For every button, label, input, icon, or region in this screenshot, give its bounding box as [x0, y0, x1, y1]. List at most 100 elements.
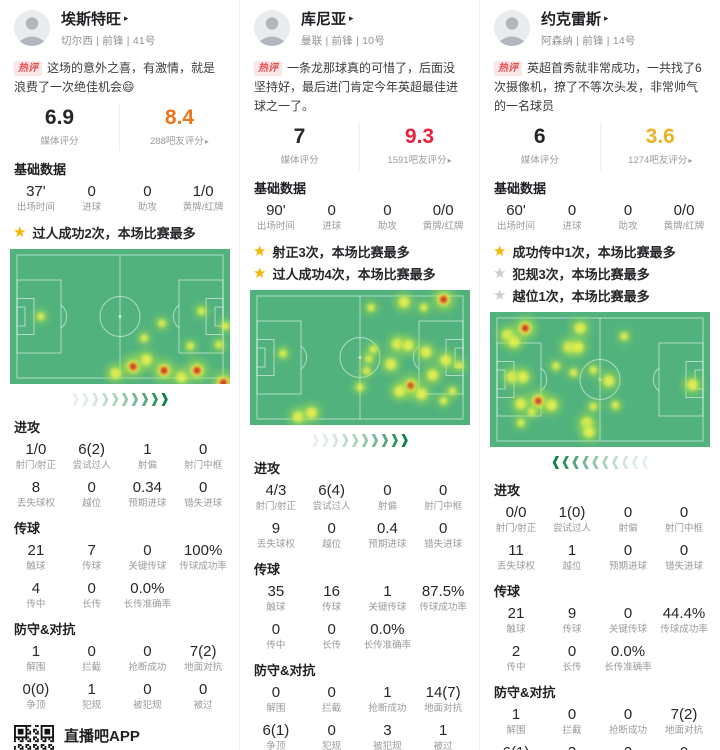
highlights: ★ 射正3次，本场比赛最多 ★ 过人成功4次，本场比赛最多 [253, 240, 466, 284]
stat-label: 进球 [322, 221, 342, 232]
app-footer: 直播吧APP 体育赛事资讯平台 [14, 725, 225, 750]
stat-cell: 6(1)争顶 [488, 744, 544, 750]
stat-label: 抢断成功 [608, 725, 647, 736]
stat-cell: 0 拦截 [544, 706, 600, 737]
stat-label: 射门中框 [184, 460, 223, 471]
defense-stats: 0 解围 0 拦截 1 抢断成功 14(7) 地面对抗 6(1) 争顶 0 犯规 3 被犯规 1 被过 [248, 684, 471, 750]
stat-value: 87.5% [421, 583, 465, 600]
chevron-icon: ❰ [570, 454, 581, 469]
stat-cell: 0/0 射门/射正 [488, 504, 544, 535]
stat-cell: 0/0 黄牌/红牌 [415, 202, 471, 233]
stat-cell: 0 射门中框 [415, 482, 471, 513]
chevron-icon: ❰ [609, 454, 621, 469]
stat-label: 长传准确率 [363, 640, 412, 651]
rating-label[interactable]: 1274吧友评分▸ [601, 152, 720, 166]
stat-value: 0 [623, 605, 633, 622]
stat-value: 4/3 [265, 482, 287, 499]
app-name: 直播吧APP [64, 728, 140, 745]
stat-label: 地面对抗 [184, 662, 223, 673]
stat-label: 预期进球 [368, 539, 407, 550]
stat-value: 7(2) [189, 643, 217, 660]
highlight-item: ★ 射正3次，本场比赛最多 [253, 240, 466, 262]
stat-label: 长传 [322, 640, 342, 651]
attack-stats: 1/0 射门/射正 6(2) 尝试过人 1 射偏 0 射门中框 8 丢失球权 0 越位 0.34 预期进球… [8, 441, 231, 510]
stat-cell: 0 助攻 [120, 183, 176, 214]
stat-value: 1 [87, 681, 96, 698]
stat-value: 6(2) [78, 441, 105, 458]
stat-label: 地面对抗 [424, 703, 463, 714]
defense-stats: 1 解围 0 拦截 0 抢断成功 7(2) 地面对抗 6(1)争顶3犯规2被犯规0被过 [488, 706, 712, 750]
stat-label: 出场时间 [16, 202, 55, 213]
rating-value: 3.6 [645, 125, 675, 148]
stat-cell: 0 进球 [304, 202, 360, 233]
player-meta: 阿森纳 | 前锋 | 14号 [541, 35, 636, 47]
stat-label: 触球 [266, 602, 286, 613]
stat-value: 0 [87, 580, 96, 597]
stat-cell: 0 助攻 [360, 202, 416, 233]
stat-label: 抢断成功 [128, 662, 167, 673]
stat-value: 0 [679, 504, 689, 521]
rating-label-text: 1591吧友评分 [387, 155, 447, 166]
stat-value: 6(1) [262, 722, 290, 739]
hot-badge: 热评 [14, 61, 42, 76]
player-name[interactable]: 埃斯特旺 [61, 11, 122, 28]
rating: 8.4 288吧友评分▸ [119, 104, 239, 151]
player-avatar[interactable] [494, 10, 530, 46]
stat-value: 0 [143, 643, 152, 660]
stat-label: 关键传球 [608, 624, 647, 635]
stat-value: 100% [183, 542, 223, 559]
stat-label: 被犯规 [373, 741, 402, 750]
section-defense-title: 防守&对抗 [14, 622, 76, 637]
player-avatar[interactable] [14, 10, 50, 46]
stat-label: 错失进球 [184, 498, 223, 509]
player-header: 约克雷斯 ▸ 阿森纳 | 前锋 | 14号 [494, 8, 706, 48]
stat-value: 0 [327, 684, 336, 701]
stat-cell: 0 拦截 [304, 684, 360, 715]
chevron-icon: ❱ [149, 391, 160, 406]
stat-label: 射门/射正 [495, 523, 537, 534]
section-attack-title: 进攻 [494, 483, 521, 498]
stat-value: 1 [383, 684, 392, 701]
stat-value: 0.4 [376, 520, 398, 537]
stat-label: 犯规 [322, 741, 342, 750]
stat-label: 越位 [562, 561, 582, 572]
chevron-icon: ❱ [329, 432, 341, 447]
basic-stats: 90' 出场时间 0 进球 0 助攻 0/0 黄牌/红牌 [248, 202, 471, 233]
player-meta: 切尔西 | 前锋 | 41号 [61, 35, 156, 47]
chevron-icon: ❰ [560, 454, 571, 469]
stat-value: 0 [143, 542, 152, 559]
stat-cell: 0被过 [656, 744, 712, 750]
stat-label: 关键传球 [368, 602, 407, 613]
hot-badge: 热评 [254, 61, 282, 76]
stat-value: 1 [511, 706, 521, 723]
stat-cell: 90' 出场时间 [248, 202, 304, 233]
stat-label: 出场时间 [496, 221, 535, 232]
chevron-icon: ❰ [590, 454, 601, 469]
rating-label[interactable]: 1591吧友评分▸ [360, 152, 479, 166]
stat-label: 地面对抗 [664, 725, 703, 736]
rating: 3.6 1274吧友评分▸ [599, 123, 720, 170]
star-icon: ★ [253, 242, 267, 260]
stat-value: 44.4% [662, 605, 706, 622]
stat-cell: 7(2) 地面对抗 [656, 706, 712, 737]
stat-label: 尝试过人 [312, 501, 351, 512]
stat-value: 0/0 [505, 504, 527, 521]
stat-label: 被犯规 [133, 700, 162, 711]
player-avatar[interactable] [254, 10, 290, 46]
stat-label: 尝试过人 [72, 460, 111, 471]
stat-value: 6(1) [488, 744, 544, 750]
player-name[interactable]: 约克雷斯 [541, 11, 602, 28]
stat-cell: 0 助攻 [600, 202, 656, 233]
chevron-icon: ❱ [89, 391, 101, 406]
rating-label[interactable]: 288吧友评分▸ [120, 133, 239, 147]
stat-label: 射偏 [618, 523, 638, 534]
stat-value: 0(0) [22, 681, 50, 698]
stat-cell: 0 长传 [64, 580, 120, 611]
player-name[interactable]: 库尼亚 [301, 11, 347, 28]
chevron-icon: ❱ [399, 432, 410, 447]
stat-label: 解围 [26, 662, 46, 673]
stat-cell: 0 射偏 [600, 504, 656, 535]
stat-cell: 100% 传球成功率 [175, 542, 231, 573]
player-header: 库尼亚 ▸ 曼联 | 前锋 | 10号 [254, 8, 465, 48]
stat-value: 7 [87, 542, 96, 559]
